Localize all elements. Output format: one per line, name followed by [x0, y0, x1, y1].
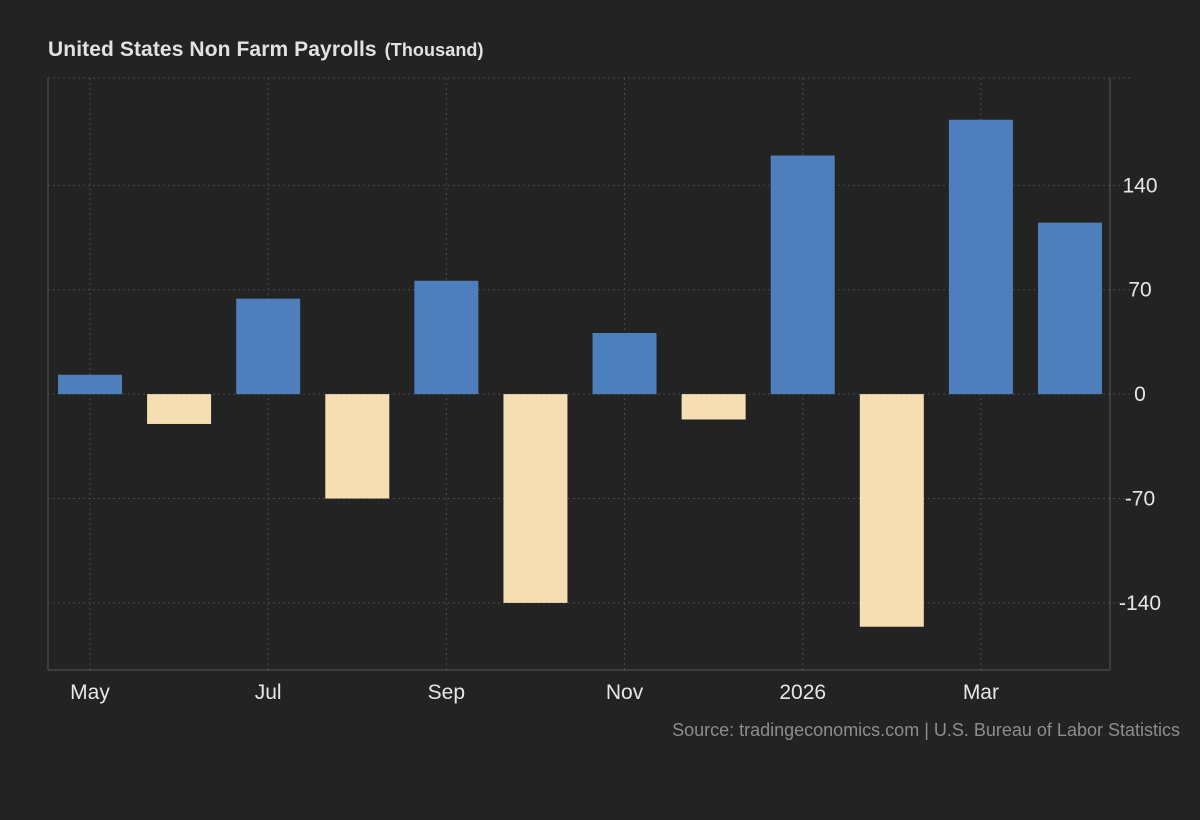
bar-2026	[770, 155, 835, 395]
chart-title-unit: (Thousand)	[384, 40, 484, 60]
bar-aug	[325, 394, 390, 499]
bar-feb	[859, 394, 924, 627]
chart-title: United States Non Farm Payrolls (Thousan…	[48, 38, 484, 62]
y-tick-label: -70	[1125, 488, 1155, 511]
y-tick-label: 140	[1122, 174, 1157, 197]
x-tick-label: 2026	[779, 681, 826, 704]
bar-nov	[592, 332, 657, 395]
y-tick-label: 0	[1134, 383, 1146, 406]
bar-sep	[414, 280, 479, 395]
source-note: Source: tradingeconomics.com | U.S. Bure…	[672, 720, 1180, 740]
x-tick-label: May	[70, 681, 110, 704]
x-tick-label: Nov	[606, 681, 644, 704]
y-tick-label: 70	[1128, 279, 1151, 302]
x-tick-label: Mar	[963, 681, 999, 704]
bar-may	[58, 374, 122, 395]
x-tick-label: Sep	[428, 681, 465, 704]
bar-jul	[236, 298, 301, 395]
bar-apr	[1038, 222, 1102, 395]
y-tick-label: -140	[1119, 592, 1161, 615]
chart-title-text: United States Non Farm Payrolls	[48, 38, 377, 61]
x-tick-label: Jul	[255, 681, 282, 704]
bar-oct	[503, 394, 568, 603]
bar-mar	[948, 119, 1013, 395]
bar-jun	[147, 394, 212, 424]
bar-dec	[681, 394, 746, 420]
